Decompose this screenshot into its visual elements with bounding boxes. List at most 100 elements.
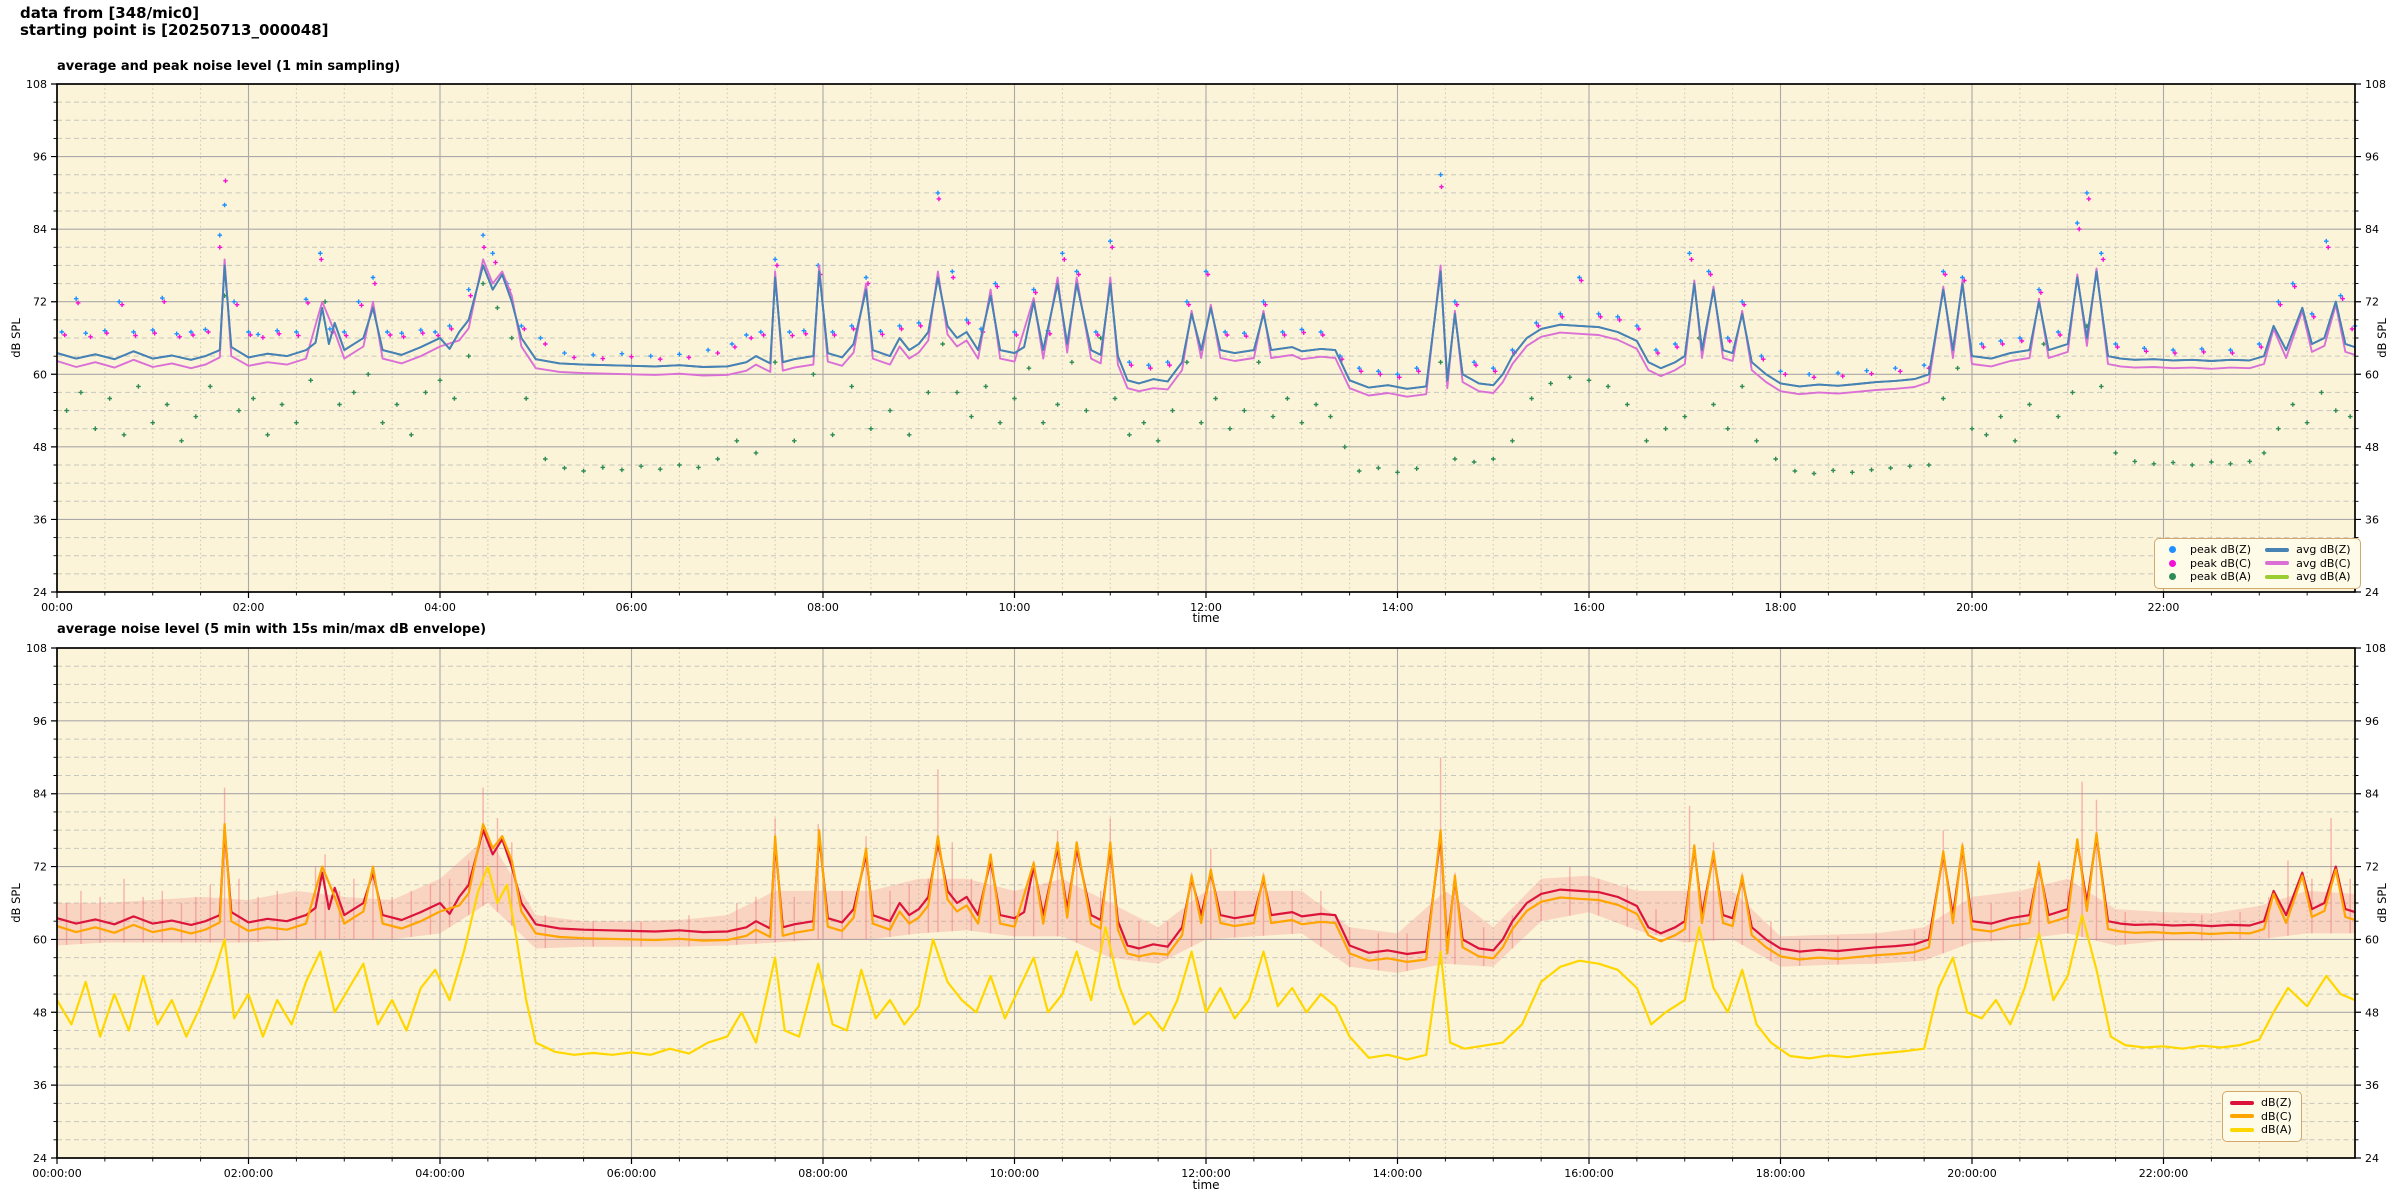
x-tick-label: 14:00: [1382, 601, 1414, 614]
major-ticks: [51, 83, 2361, 598]
x-tick-label: 06:00: [616, 601, 648, 614]
y-tick-label-right: 72: [2365, 296, 2379, 309]
chart2-xlabel: time: [1192, 1178, 1220, 1192]
y-tick-label-right: 96: [2365, 151, 2379, 164]
dbc-line-icon: [2230, 1114, 2254, 1119]
legend-item-avg-dbc: avg dB(C): [2265, 557, 2351, 571]
y-tick-label-right: 72: [2365, 861, 2379, 874]
y-tick-label-left: 72: [33, 861, 47, 874]
x-tick-label: 16:00: [1573, 601, 1605, 614]
x-tick-label: 10:00:00: [990, 1167, 1039, 1180]
y-tick-label-left: 36: [33, 1079, 47, 1092]
x-tick-label: 18:00:00: [1756, 1167, 1805, 1180]
y-tick-label-right: 60: [2365, 933, 2379, 946]
legend-item-dbz: dB(Z): [2230, 1096, 2292, 1110]
x-tick-label: 04:00:00: [415, 1167, 464, 1180]
x-tick-label: 22:00: [2148, 601, 2180, 614]
minor-ticks: [53, 101, 2359, 596]
header-line-2: starting point is [20250713_000048]: [20, 21, 329, 39]
y-tick-label-right: 36: [2365, 1079, 2379, 1092]
peak_dba-scatter: [64, 281, 2353, 476]
y-tick-label-left: 108: [26, 78, 47, 91]
x-tick-label: 12:00:00: [1181, 1167, 1230, 1180]
x-tick-label: 10:00: [999, 601, 1031, 614]
y-tick-label-left: 84: [33, 223, 47, 236]
x-tick-label: 20:00:00: [1947, 1167, 1996, 1180]
chart1-legend: peak dB(Z) peak dB(C) peak dB(A) avg dB(…: [2154, 538, 2361, 589]
x-tick-label: 02:00: [233, 601, 265, 614]
chart2-ylabel-left: dB SPL: [9, 883, 23, 923]
legend-label: peak dB(A): [2190, 570, 2251, 583]
y-tick-label-left: 60: [33, 933, 47, 946]
y-tick-label-right: 24: [2365, 1152, 2379, 1165]
y-tick-label-left: 24: [33, 586, 47, 599]
x-tick-label: 22:00:00: [2139, 1167, 2188, 1180]
peak-dba-marker-icon: [2169, 573, 2176, 581]
x-tick-label: 08:00:00: [798, 1167, 847, 1180]
legend-label: peak dB(Z): [2190, 543, 2252, 556]
legend-label: peak dB(C): [2190, 556, 2252, 570]
chart1-title: average and peak noise level (1 min samp…: [57, 59, 401, 74]
avg_dbz-line: [56, 264, 2356, 390]
y-tick-label-right: 84: [2365, 788, 2379, 801]
legend-label: avg dB(C): [2296, 556, 2351, 570]
peak_dbc-scatter: [62, 178, 2355, 380]
legend-label: dB(A): [2261, 1123, 2292, 1136]
major-ticks: [51, 647, 2361, 1164]
x-tick-label: 16:00:00: [1564, 1167, 1613, 1180]
legend-label: avg dB(Z): [2296, 543, 2351, 556]
y-tick-label-left: 36: [33, 513, 47, 526]
avg-dbz-line-icon: [2265, 547, 2290, 552]
x-tick-label: 02:00:00: [224, 1167, 273, 1180]
peak_dbz-scatter: [59, 172, 2358, 377]
x-tick-label: 08:00: [807, 601, 839, 614]
dbz-line-icon: [2230, 1100, 2254, 1105]
y-tick-label-left: 96: [33, 715, 47, 728]
y-tick-label-left: 60: [33, 368, 47, 381]
y-tick-label-right: 60: [2365, 368, 2379, 381]
header-line-1: data from [348/mic0]: [20, 4, 200, 22]
legend-item-avg-dba: avg dB(A): [2265, 570, 2351, 584]
legend-label: dB(Z): [2261, 1096, 2292, 1109]
x-tick-label: 20:00: [1956, 601, 1988, 614]
x-tick-label: 06:00:00: [607, 1167, 656, 1180]
legend-item-avg-dbz: avg dB(Z): [2265, 543, 2351, 557]
chart2-ylabel-right: dB SPL: [2375, 883, 2389, 923]
avg-dbc-line-icon: [2265, 561, 2290, 566]
legend-item-dbc: dB(C): [2230, 1110, 2292, 1124]
chart2-legend: dB(Z) dB(C) dB(A): [2222, 1091, 2302, 1142]
x-tick-label: 12:00: [1190, 601, 1222, 614]
y-tick-label-right: 108: [2365, 78, 2386, 91]
y-tick-label-right: 96: [2365, 715, 2379, 728]
y-tick-label-right: 36: [2365, 513, 2379, 526]
chart1: 00:00 02:00 04:00 06:00 08:00 10:00 12:00 14:00…: [26, 78, 2386, 614]
dba-line: [56, 865, 2356, 1061]
legend-label: avg dB(A): [2296, 570, 2351, 583]
y-tick-label-right: 108: [2365, 642, 2386, 655]
legend-item-dba: dB(A): [2230, 1123, 2292, 1137]
chart1-ylabel-left: dB SPL: [9, 318, 23, 358]
x-tick-label: 00:00:00: [32, 1167, 81, 1180]
peak-dbc-marker-icon: [2169, 559, 2176, 567]
y-tick-label-left: 48: [33, 1006, 47, 1019]
y-tick-label-right: 48: [2365, 441, 2379, 454]
y-tick-label-right: 84: [2365, 223, 2379, 236]
chart1-ylabel-right: dB SPL: [2375, 318, 2389, 358]
chart1-xlabel: time: [1192, 611, 1220, 625]
y-tick-label-left: 84: [33, 788, 47, 801]
y-tick-label-right: 48: [2365, 1006, 2379, 1019]
y-tick-label-left: 24: [33, 1152, 47, 1165]
y-tick-label-left: 108: [26, 642, 47, 655]
peak-dbz-marker-icon: [2169, 546, 2176, 554]
chart2: 00:00:00 02:00:00 04:00:00 06:00:00 08:00:00…: [26, 642, 2386, 1180]
legend-item-peak-dbz: peak dB(Z): [2162, 543, 2251, 557]
chart2-title: average noise level (5 min with 15s min/…: [57, 622, 487, 637]
dba-line-icon: [2230, 1127, 2254, 1132]
y-tick-label-left: 96: [33, 151, 47, 164]
legend-item-peak-dba: peak dB(A): [2162, 570, 2251, 584]
avg-dba-line-icon: [2265, 574, 2290, 579]
x-tick-label: 18:00: [1765, 601, 1797, 614]
y-tick-label-right: 24: [2365, 586, 2379, 599]
minor-ticks: [53, 665, 2359, 1162]
